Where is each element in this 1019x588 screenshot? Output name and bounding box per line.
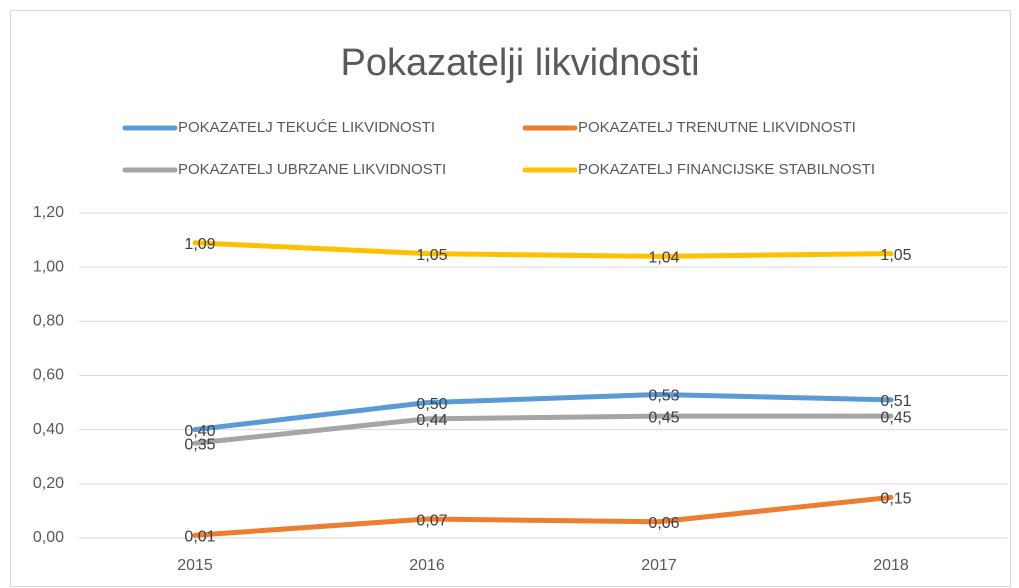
y-tick-label: 0,80 xyxy=(33,313,64,330)
data-label: 0,06 xyxy=(648,515,679,532)
legend-label: POKAZATELJ FINANCIJSKE STABILNOSTI xyxy=(578,161,875,178)
chart-border xyxy=(10,10,1011,587)
y-tick-label: 0,00 xyxy=(33,529,64,546)
data-label: 0,51 xyxy=(880,393,911,410)
series-line xyxy=(192,413,894,446)
data-label: 1,05 xyxy=(416,247,447,264)
y-tick-label: 1,00 xyxy=(33,258,64,275)
data-label: 0,35 xyxy=(184,436,215,453)
data-label: 0,07 xyxy=(416,512,447,529)
legend-label: POKAZATELJ TRENUTNE LIKVIDNOSTI xyxy=(578,119,856,136)
x-tick-label: 2015 xyxy=(177,557,213,574)
series-line xyxy=(192,494,894,538)
data-label: 0,53 xyxy=(648,388,679,405)
chart-title: Pokazatelji likvidnosti xyxy=(340,42,699,84)
series-line xyxy=(192,391,894,433)
series-line xyxy=(192,240,894,259)
data-label: 0,45 xyxy=(648,409,679,426)
data-label: 1,05 xyxy=(880,247,911,264)
data-label: 0,50 xyxy=(416,396,447,413)
data-label: 0,15 xyxy=(880,491,911,508)
y-tick-label: 0,60 xyxy=(33,367,64,384)
y-tick-label: 1,20 xyxy=(33,204,64,221)
y-tick-label: 0,40 xyxy=(33,421,64,438)
data-label: 0,45 xyxy=(880,409,911,426)
data-label: 0,44 xyxy=(416,412,447,429)
x-tick-label: 2016 xyxy=(409,557,445,574)
legend-label: POKAZATELJ UBRZANE LIKVIDNOSTI xyxy=(178,161,446,178)
data-label: 0,01 xyxy=(184,529,215,546)
data-label: 0,40 xyxy=(184,423,215,440)
y-tick-label: 0,20 xyxy=(33,475,64,492)
legend-label: POKAZATELJ TEKUĆE LIKVIDNOSTI xyxy=(178,119,435,136)
x-tick-label: 2017 xyxy=(641,557,677,574)
data-label: 1,09 xyxy=(184,236,215,253)
data-label: 1,04 xyxy=(648,250,679,267)
x-tick-label: 2018 xyxy=(873,557,909,574)
